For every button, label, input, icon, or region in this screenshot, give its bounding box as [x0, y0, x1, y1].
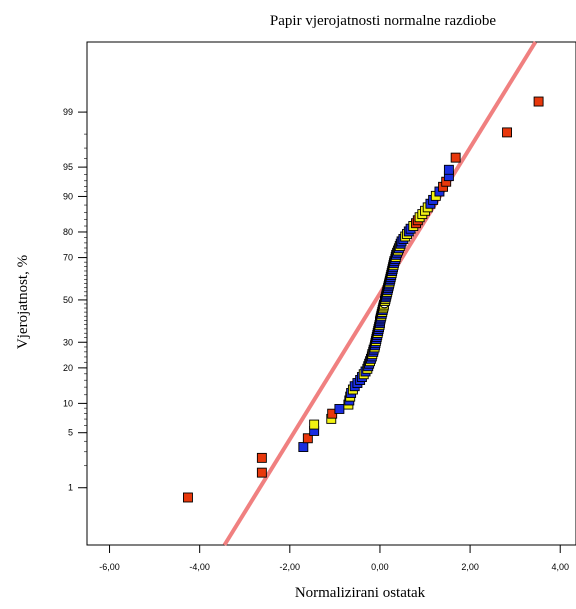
- y-tick-label-1: 5: [68, 428, 73, 438]
- x-tick-label-5: 4,00: [551, 562, 569, 572]
- x-axis: -6,00 -4,00 -2,00 0,00 2,00 4,00: [99, 545, 569, 572]
- y-tick-label-3: 20: [63, 363, 73, 373]
- data-point-2: [256, 452, 267, 463]
- y-tick-label-9: 95: [63, 162, 73, 172]
- y-tick-label-8: 90: [63, 191, 73, 201]
- y-tick-label-0: 1: [68, 483, 73, 493]
- y-tick-label-4: 30: [63, 337, 73, 347]
- data-point-3: [298, 442, 309, 452]
- y-axis: 1 5 10 20 30 50 70 80 90 95 99: [63, 107, 87, 493]
- y-tick-label-5: 50: [63, 295, 73, 305]
- data-point-104: [443, 164, 454, 175]
- chart-title: Papir vjerojatnosti normalne razdiobe: [270, 13, 497, 29]
- y-tick-label-10: 99: [63, 107, 73, 117]
- data-point-6: [309, 419, 320, 430]
- x-tick-label-1: -4,00: [189, 562, 210, 572]
- x-tick-label-0: -6,00: [99, 562, 120, 572]
- data-point-105: [450, 152, 461, 163]
- y-axis-label: Vjerojatnost, %: [15, 255, 31, 349]
- x-tick-label-3: 0,00: [371, 562, 389, 572]
- data-point-1: [256, 467, 267, 478]
- plot-area: [86, 41, 576, 546]
- y-tick-label-7: 80: [63, 227, 73, 237]
- data-point-4: [302, 433, 313, 444]
- data-point-9: [334, 404, 345, 414]
- y-tick-label-6: 70: [63, 253, 73, 263]
- fit-line: [222, 40, 538, 547]
- x-tick-label-4: 2,00: [461, 562, 479, 572]
- y-tick-label-2: 10: [63, 398, 73, 408]
- x-axis-label: Normalizirani ostatak: [295, 585, 426, 601]
- data-points: [183, 96, 544, 503]
- data-point-0: [183, 492, 193, 503]
- data-point-106: [502, 127, 512, 138]
- y-minor-ticks: [84, 111, 87, 489]
- data-point-107: [533, 96, 544, 107]
- x-tick-label-2: -2,00: [280, 562, 301, 572]
